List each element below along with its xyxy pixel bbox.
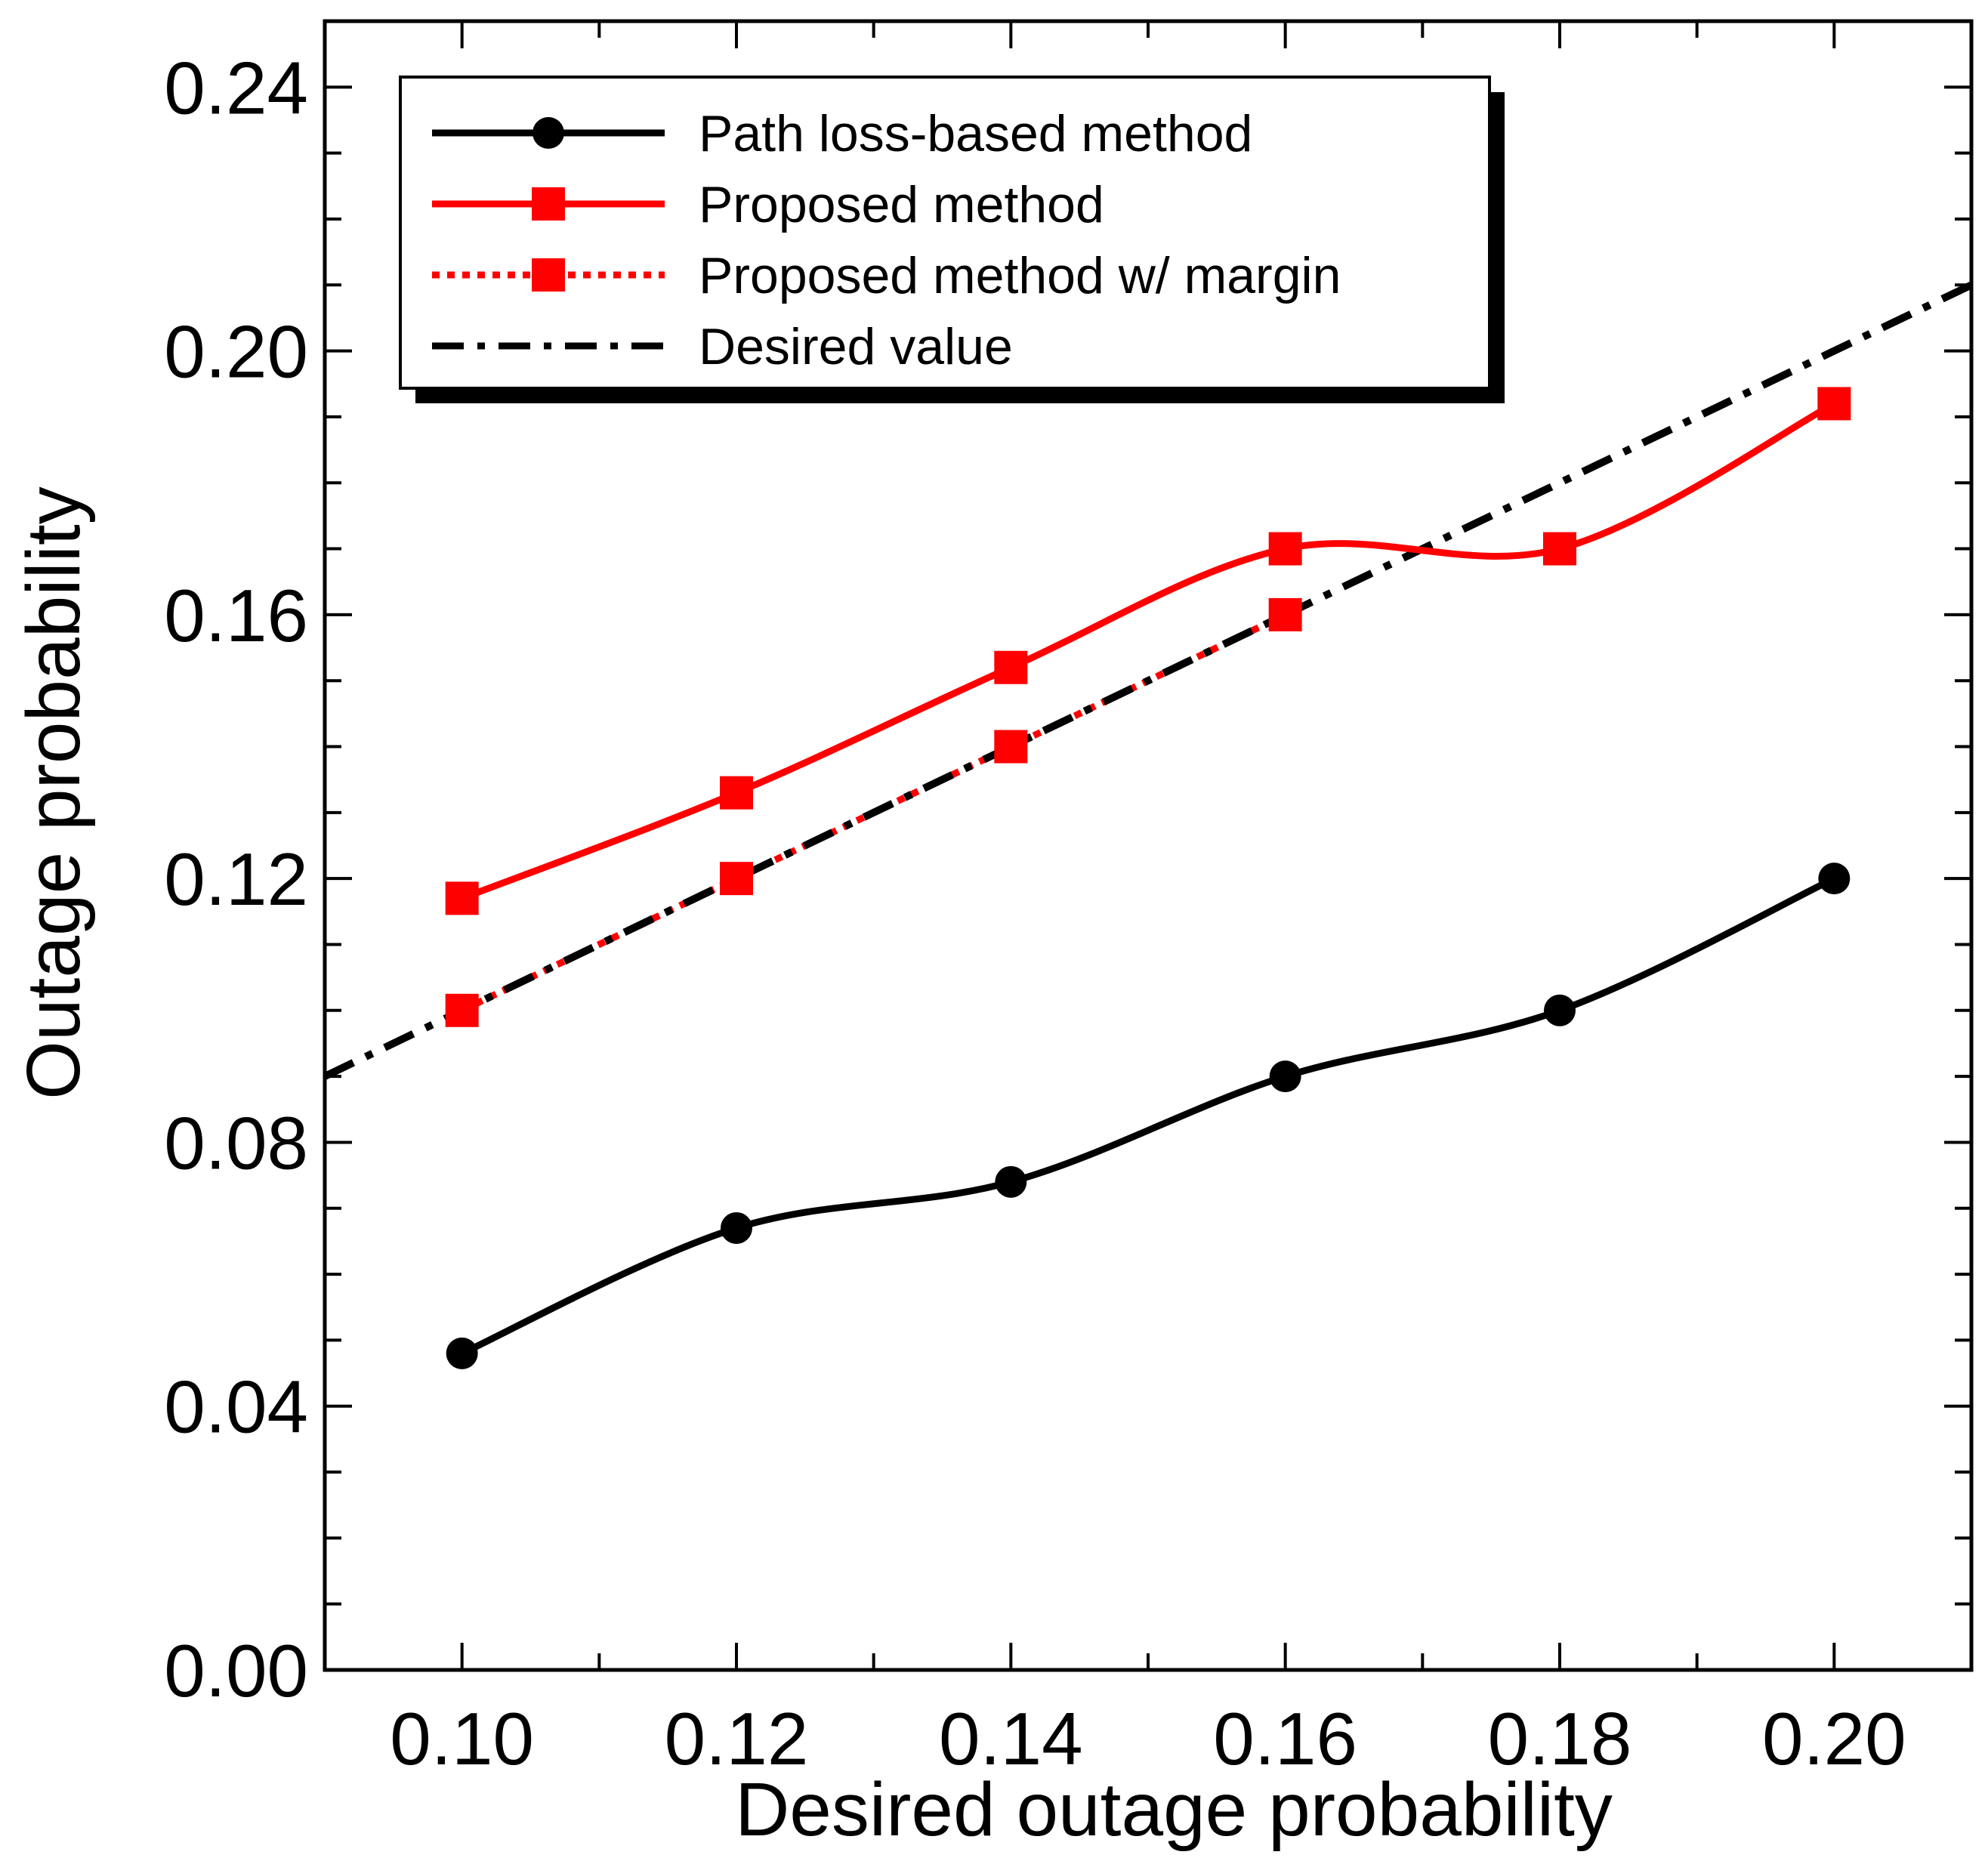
marker-path-loss bbox=[1269, 1060, 1301, 1093]
legend-box bbox=[399, 76, 1491, 390]
marker-path-loss bbox=[1818, 863, 1851, 895]
marker-path-loss bbox=[995, 1165, 1027, 1198]
marker-proposed bbox=[720, 776, 753, 810]
series-layer bbox=[323, 281, 1974, 1369]
marker-proposed-margin bbox=[994, 730, 1028, 764]
marker-proposed-margin bbox=[720, 862, 753, 896]
legend-marker bbox=[532, 117, 564, 149]
marker-proposed bbox=[445, 881, 479, 915]
marker-proposed bbox=[1817, 387, 1851, 421]
x-tick-label: 0.20 bbox=[1762, 1697, 1906, 1780]
tick-labels: 0.00 0.04 0.08 0.12 0.16 0.20 0.24 0.10 0.12 0.14… bbox=[164, 46, 1906, 1780]
legend-label: Proposed method bbox=[699, 176, 1104, 233]
legend-label: Path loss-based method bbox=[699, 105, 1252, 162]
y-tick-label: 0.00 bbox=[164, 1629, 308, 1712]
marker-proposed bbox=[1268, 532, 1302, 566]
legend-marker bbox=[532, 187, 565, 221]
x-axis-label: Desired outage probability bbox=[735, 1767, 1613, 1852]
series-line-proposed bbox=[461, 400, 1836, 902]
marker-proposed-margin bbox=[1268, 597, 1302, 631]
x-tick-label: 0.14 bbox=[939, 1697, 1083, 1780]
x-tick-label: 0.12 bbox=[665, 1697, 809, 1780]
legend-label: Proposed method w/ margin bbox=[699, 247, 1341, 304]
legend-marker bbox=[532, 258, 565, 292]
y-axis-label: Outage probability bbox=[11, 486, 96, 1100]
y-tick-label: 0.04 bbox=[164, 1366, 308, 1449]
x-tick-label: 0.10 bbox=[390, 1697, 534, 1780]
y-tick-label: 0.16 bbox=[164, 574, 308, 657]
marker-proposed bbox=[1543, 532, 1576, 566]
marker-path-loss bbox=[721, 1211, 752, 1244]
y-tick-label: 0.24 bbox=[164, 46, 308, 129]
series-line-path-loss bbox=[460, 875, 1836, 1356]
y-tick-label: 0.20 bbox=[164, 310, 308, 394]
marker-proposed-margin bbox=[445, 993, 479, 1027]
marker-path-loss bbox=[446, 1337, 478, 1369]
x-tick-label: 0.18 bbox=[1488, 1697, 1632, 1780]
marker-proposed bbox=[994, 650, 1028, 684]
y-tick-label: 0.12 bbox=[164, 838, 308, 921]
series-line-desired-value bbox=[323, 281, 1974, 1080]
x-tick-label: 0.16 bbox=[1213, 1697, 1357, 1780]
marker-path-loss bbox=[1544, 994, 1576, 1026]
legend-label: Desired value bbox=[699, 318, 1013, 375]
plot-frame bbox=[323, 19, 1974, 1672]
tick-marks bbox=[323, 20, 1973, 1671]
y-tick-label: 0.08 bbox=[164, 1101, 308, 1184]
legend: Path loss-based method Proposed method Pro… bbox=[399, 76, 1505, 403]
